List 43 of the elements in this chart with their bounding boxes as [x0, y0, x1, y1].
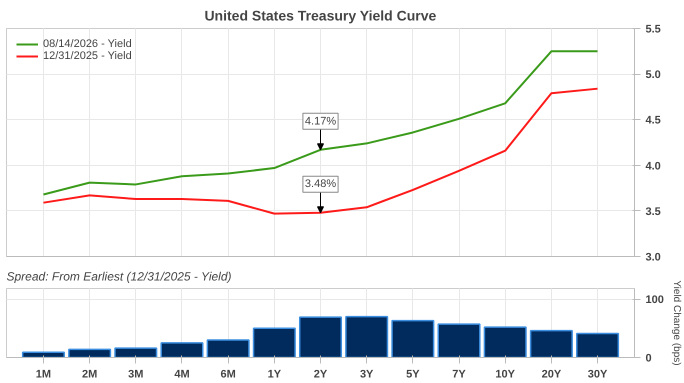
x-tick-label: 2Y	[314, 368, 328, 380]
legend-label: 12/31/2025 - Yield	[43, 50, 132, 62]
bar	[576, 332, 620, 358]
bar	[298, 316, 342, 358]
y-tick-label: 4.5	[646, 114, 661, 127]
bar	[530, 330, 573, 358]
bar	[206, 339, 250, 358]
x-tick-label: 2M	[82, 368, 98, 380]
y-tick-label: 100	[646, 294, 664, 306]
bar	[345, 316, 388, 358]
y-tick-label: 3.5	[646, 206, 661, 218]
annotation: 4.17%	[304, 115, 336, 128]
y-tick-label: 5.5	[646, 24, 661, 36]
x-tick-label: 3M	[128, 368, 144, 380]
bar	[114, 347, 158, 358]
x-tick-label: 1Y	[268, 368, 282, 380]
bar	[252, 328, 296, 358]
y-tick-label: 3.0	[646, 252, 661, 264]
bar	[438, 323, 481, 358]
chart-title: United States Treasury Yield Curve	[204, 8, 437, 24]
bar	[484, 326, 527, 358]
x-tick-label: 30Y	[588, 368, 608, 380]
y-axis-title: Yield Change (bps)	[670, 280, 682, 366]
bar	[68, 348, 112, 358]
x-tick-label: 6M	[220, 368, 236, 380]
bar	[391, 320, 434, 358]
x-tick-label: 7Y	[452, 368, 466, 380]
x-tick-label: 1M	[36, 368, 52, 380]
annotation: 3.48%	[304, 178, 336, 190]
x-tick-label: 3Y	[360, 368, 374, 380]
bar	[160, 342, 204, 358]
x-tick-label: 10Y	[495, 368, 516, 380]
line-series	[42, 88, 599, 215]
legend-label: 08/14/2026 - Yield	[43, 38, 132, 50]
y-tick-label: 5.0	[646, 69, 661, 82]
y-tick-label: 0	[646, 352, 652, 364]
line-series	[42, 50, 599, 196]
bar	[22, 351, 65, 358]
x-tick-label: 4M	[174, 368, 190, 380]
x-tick-label: 20Y	[542, 368, 562, 380]
y-tick-label: 4.0	[646, 160, 661, 172]
x-tick-label: 5Y	[406, 368, 420, 380]
chart-title: Spread: From Earliest (12/31/2025 - Yield)	[6, 270, 232, 284]
